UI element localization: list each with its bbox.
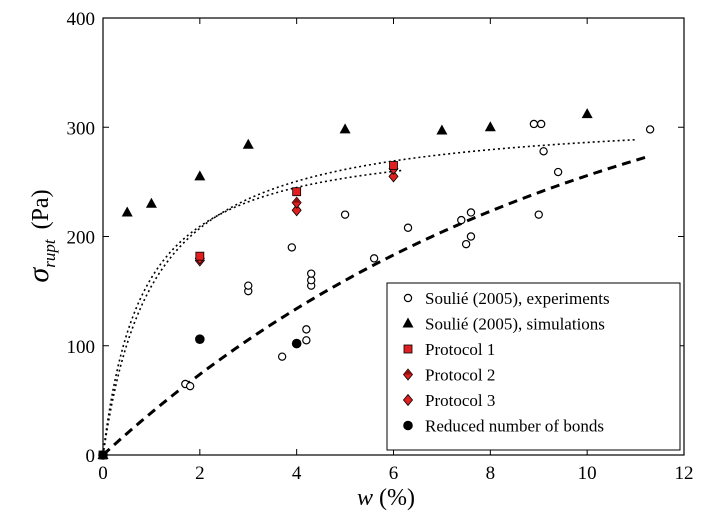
x-axis-unit: (%) [379,485,415,511]
fit-curve-dotted [102,138,636,456]
data-point [536,119,546,129]
legend-marker [402,317,414,328]
data-point [581,108,593,119]
data-point [645,125,655,134]
x-axis-label: w (%) [357,485,415,511]
legend-label: Protocol 2 [425,366,495,385]
x-tick-label: 10 [578,463,597,484]
legend-marker [402,393,414,407]
legend-label: Protocol 1 [425,340,495,359]
data-point [242,138,254,149]
legend: Soulié (2005), experiments Soulié (2005),… [386,282,681,451]
data-point [461,239,471,249]
legend-label: Reduced number of bonds [425,417,604,436]
y-tick-label: 200 [67,228,96,249]
data-point [369,254,379,263]
data-point [553,167,563,177]
data-point [292,197,302,203]
fit-curve-dotted [102,169,404,456]
data-point [302,325,311,334]
legend-marker [403,369,413,375]
data-point [145,197,157,208]
x-tick-label: 12 [675,463,694,484]
data-point [194,170,206,181]
data-point [339,123,351,134]
fit-curves [101,138,651,457]
y-tick-label: 400 [67,9,96,30]
legend-items: Soulié (2005), experiments Soulié (2005),… [402,289,610,436]
data-point [539,147,548,156]
data-point [185,381,195,391]
data-point [244,281,253,290]
x-tick-label: 0 [98,463,108,484]
data-point [121,206,133,217]
fit-curve-dashed [101,154,651,457]
y-tick-label: 0 [86,446,96,467]
data-point [302,336,311,345]
legend-marker [403,344,413,354]
data-points [97,108,655,460]
y-tick-label: 300 [67,118,96,139]
x-tick-label: 4 [292,463,302,484]
x-tick-label: 6 [389,463,399,484]
data-point [291,204,302,217]
legend-label: Protocol 3 [425,391,495,410]
data-point [287,243,297,252]
data-point [292,187,302,197]
legend-marker [403,420,413,431]
data-point [195,334,205,344]
y-axis-label: σrupt (Pa) [22,189,59,282]
legend-label: Soulié (2005), experiments [425,289,610,308]
axis-ticks: 0 2 4 6 8 10 12 0 100 200 300 400 [67,9,694,484]
data-point [466,208,476,217]
data-point [436,124,448,135]
legend-marker [403,293,413,303]
data-point [529,119,539,129]
data-point [466,232,476,241]
data-point [484,121,496,132]
data-point [534,210,543,219]
legend-box [386,282,681,451]
data-point [340,210,350,219]
origin-point [98,450,108,460]
data-point [306,269,316,278]
data-point [388,170,399,183]
y-tick-label: 100 [67,337,96,358]
x-axis-symbol: w [357,485,373,511]
data-point [403,223,413,232]
x-tick-label: 8 [486,463,496,484]
data-point [291,338,302,349]
x-tick-label: 2 [195,463,205,484]
y-axis-unit: (Pa) [28,189,54,229]
data-point [277,352,287,361]
y-axis-symbol: σ [22,267,55,283]
data-point [457,215,466,225]
y-axis-subscript: rupt [40,238,59,268]
legend-label: Soulié (2005), simulations [425,315,605,334]
data-point [195,251,205,261]
data-point [389,161,398,170]
